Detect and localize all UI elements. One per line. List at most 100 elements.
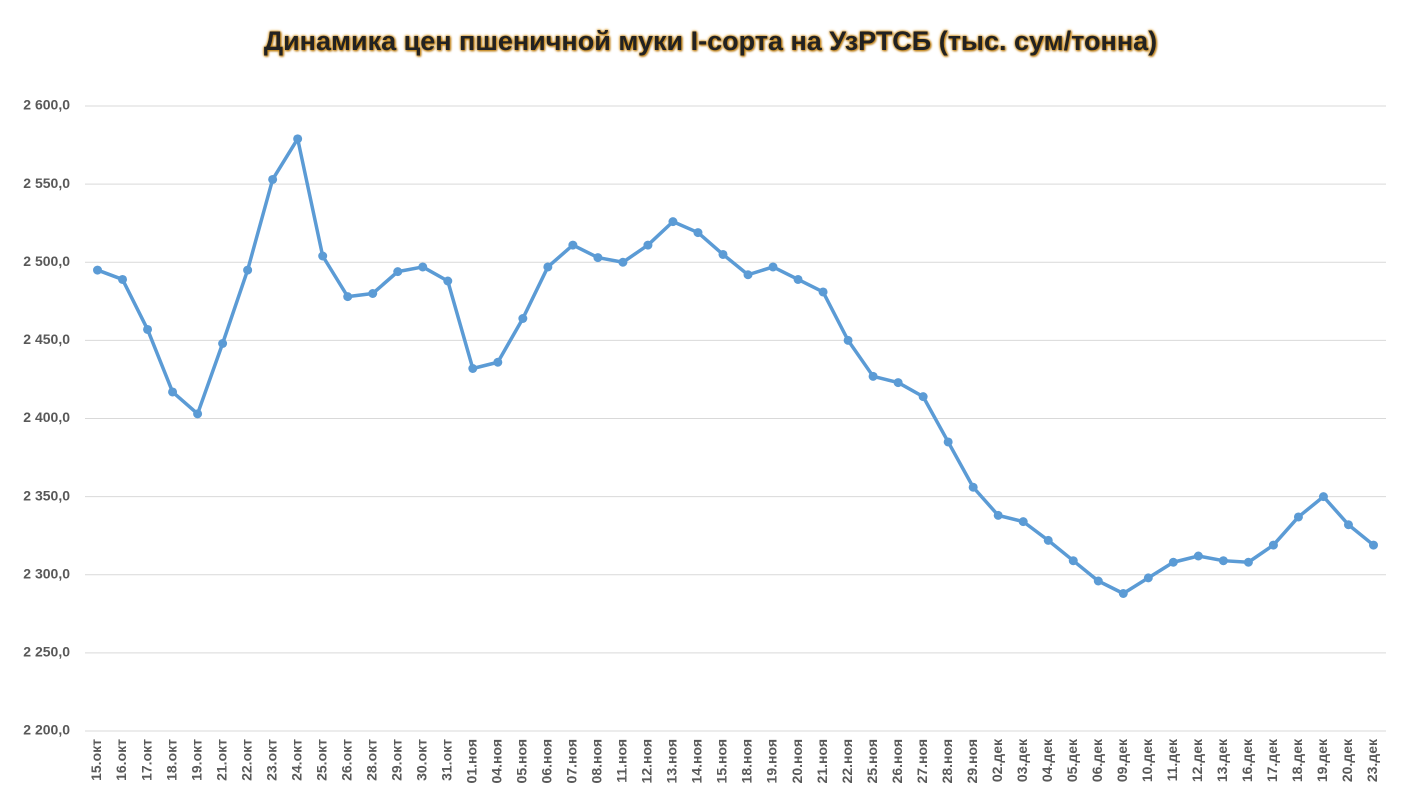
x-tick-label: 06.ноя bbox=[539, 739, 555, 783]
point bbox=[118, 274, 128, 284]
point bbox=[193, 409, 203, 419]
point bbox=[1068, 556, 1078, 566]
x-tick-label: 16.окт bbox=[113, 739, 129, 781]
x-tick-label: 21.ноя bbox=[814, 739, 830, 783]
y-tick-label: 2 500,0 bbox=[23, 253, 70, 269]
point bbox=[218, 339, 228, 348]
x-tick-label: 12.ноя bbox=[639, 739, 655, 783]
point bbox=[968, 482, 978, 492]
point bbox=[693, 228, 703, 238]
y-tick-label: 2 350,0 bbox=[23, 487, 70, 503]
x-tick-label: 13.дек bbox=[1214, 738, 1230, 782]
point bbox=[918, 392, 928, 402]
x-tick-label: 12.дек bbox=[1189, 738, 1205, 782]
point bbox=[1243, 557, 1253, 567]
point bbox=[93, 265, 103, 275]
x-tick-label: 23.дек bbox=[1364, 738, 1380, 782]
x-tick-label: 09.дек bbox=[1114, 738, 1130, 782]
point bbox=[793, 274, 803, 284]
point bbox=[1218, 556, 1228, 566]
x-tick-label: 22.окт bbox=[238, 739, 254, 781]
point bbox=[618, 257, 628, 267]
x-tick-label: 19.окт bbox=[188, 739, 204, 781]
x-tick-label: 15.окт bbox=[88, 739, 104, 781]
y-tick-label: 2 200,0 bbox=[23, 722, 70, 738]
point bbox=[893, 378, 903, 388]
x-tick-label: 30.окт bbox=[413, 739, 429, 781]
x-tick-label: 24.окт bbox=[288, 739, 304, 781]
point bbox=[1093, 576, 1103, 586]
y-tick-label: 2 450,0 bbox=[23, 331, 70, 347]
point bbox=[168, 387, 178, 397]
x-tick-label: 25.окт bbox=[313, 739, 329, 781]
x-tick-label: 18.окт bbox=[163, 739, 179, 781]
x-tick-label: 22.ноя bbox=[839, 739, 855, 783]
x-tick-label: 07.ноя bbox=[564, 739, 580, 783]
x-tick-label: 31.окт bbox=[438, 739, 454, 781]
chart-title: Динамика цен пшеничной муки I-сорта на У… bbox=[263, 26, 1158, 56]
x-tick-label: 01.ноя bbox=[464, 739, 480, 783]
point bbox=[568, 240, 578, 250]
point bbox=[1343, 520, 1353, 530]
point bbox=[1168, 557, 1178, 567]
x-tick-label: 04.ноя bbox=[489, 739, 505, 783]
x-tick-label: 06.дек bbox=[1089, 738, 1105, 782]
x-tick-label: 19.дек bbox=[1314, 738, 1330, 782]
point bbox=[1268, 540, 1278, 550]
point bbox=[1143, 573, 1153, 583]
x-tick-label: 26.окт bbox=[338, 739, 354, 781]
x-tick-label: 18.ноя bbox=[739, 739, 755, 783]
x-tick-label: 25.ноя bbox=[864, 739, 880, 783]
x-tick-label: 02.дек bbox=[989, 738, 1005, 782]
y-tick-label: 2 250,0 bbox=[23, 644, 70, 660]
point bbox=[268, 174, 278, 184]
point bbox=[493, 357, 503, 367]
line bbox=[96, 137, 1375, 596]
point bbox=[868, 371, 878, 381]
point bbox=[518, 314, 528, 323]
x-tick-label: 08.ноя bbox=[589, 739, 605, 783]
x-tick-label: 28.ноя bbox=[939, 739, 955, 783]
point bbox=[143, 324, 153, 334]
point bbox=[1368, 540, 1378, 550]
point bbox=[343, 292, 353, 302]
x-tick-label: 17.окт bbox=[138, 739, 154, 781]
x-tick-label: 21.окт bbox=[213, 739, 229, 781]
x-tick-label: 28.окт bbox=[363, 739, 379, 781]
x-tick-label: 18.дек bbox=[1289, 738, 1305, 782]
point bbox=[243, 265, 253, 275]
x-tick-label: 16.дек bbox=[1239, 738, 1255, 782]
point bbox=[368, 289, 378, 298]
y-tick-label: 2 400,0 bbox=[23, 409, 70, 425]
x-tick-label: 19.ноя bbox=[764, 739, 780, 783]
y-tick-label: 2 600,0 bbox=[23, 97, 70, 113]
x-tick-label: 20.дек bbox=[1339, 738, 1355, 782]
point bbox=[1318, 492, 1328, 502]
x-tick-label: 03.дек bbox=[1014, 738, 1030, 782]
point bbox=[668, 217, 678, 227]
x-tick-label: 05.дек bbox=[1064, 738, 1080, 782]
point bbox=[318, 251, 328, 261]
x-tick-label: 15.ноя bbox=[714, 739, 730, 783]
x-tick-label: 10.дек bbox=[1139, 738, 1155, 782]
x-tick-label: 11.дек bbox=[1164, 738, 1180, 781]
point bbox=[543, 262, 553, 272]
point bbox=[718, 249, 728, 259]
point bbox=[293, 134, 303, 144]
x-tick-label: 29.ноя bbox=[964, 739, 980, 783]
x-tick-label: 11.ноя bbox=[614, 739, 630, 783]
x-tick-label: 05.ноя bbox=[514, 739, 530, 783]
x-tick-label: 23.окт bbox=[263, 739, 279, 781]
x-tick-label: 20.ноя bbox=[789, 739, 805, 783]
point bbox=[818, 287, 828, 297]
x-tick-label: 13.ноя bbox=[664, 739, 680, 783]
point bbox=[468, 364, 478, 373]
point bbox=[843, 335, 853, 345]
point bbox=[393, 267, 403, 277]
x-tick-label: 27.ноя bbox=[914, 739, 930, 783]
x-tick-label: 17.дек bbox=[1264, 738, 1280, 782]
x-tick-label: 26.ноя bbox=[889, 739, 905, 783]
y-tick-label: 2 300,0 bbox=[23, 565, 70, 581]
point bbox=[1043, 535, 1053, 545]
